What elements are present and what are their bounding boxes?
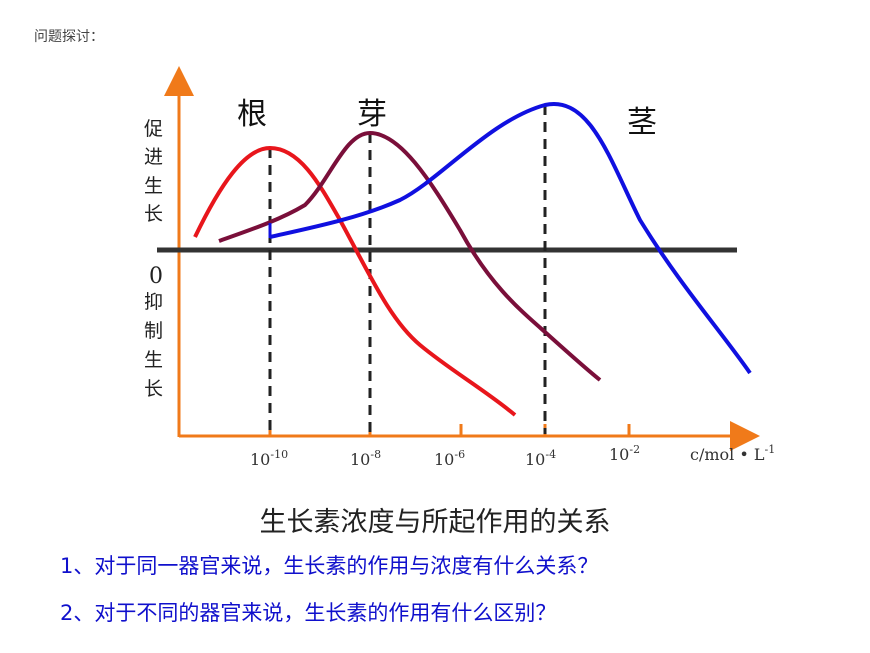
promote-char: 长 <box>144 203 163 225</box>
x-tick-labels: 10-10 10-8 10-6 10-4 10-2 c/mol • L-1 <box>250 443 775 469</box>
inhibit-label: 抑 制 生 长 <box>144 291 163 400</box>
inhibit-char: 制 <box>144 320 163 342</box>
tick-label-1e-4: 10-4 <box>525 448 556 469</box>
stem-curve <box>269 101 752 375</box>
diagram-caption: 生长素浓度与所起作用的关系 <box>259 507 611 538</box>
question-2: 2、对于不同的器官来说，生长素的作用有什么区别？ <box>60 601 557 625</box>
inhibit-char: 长 <box>144 378 163 400</box>
question-1: 1、对于同一器官来说，生长素的作用与浓度有什么关系？ <box>60 554 599 578</box>
promote-char: 进 <box>144 146 163 168</box>
tick-label-1e-2: 10-2 <box>609 443 640 464</box>
stem-label: 茎 <box>627 105 657 140</box>
bud-label: 芽 <box>357 97 387 132</box>
tick-label-1e-6: 10-6 <box>434 448 465 469</box>
zero-label: 0 <box>149 264 163 289</box>
page-heading: 问题探讨： <box>34 29 104 45</box>
x-tick-marks <box>268 424 631 436</box>
tick-label-1e-10: 10-10 <box>250 448 288 469</box>
promote-char: 生 <box>144 175 163 197</box>
inhibit-char: 生 <box>144 349 163 371</box>
x-axis-unit: c/mol • L-1 <box>690 443 775 464</box>
promote-char: 促 <box>144 118 163 140</box>
inhibit-char: 抑 <box>144 291 163 313</box>
bud-curve <box>218 130 602 382</box>
peak-dash-lines <box>268 105 547 434</box>
root-curve <box>193 145 517 417</box>
root-label: 根 <box>237 97 267 132</box>
promote-label: 促 进 生 长 <box>144 118 163 225</box>
tick-label-1e-8: 10-8 <box>350 448 381 469</box>
